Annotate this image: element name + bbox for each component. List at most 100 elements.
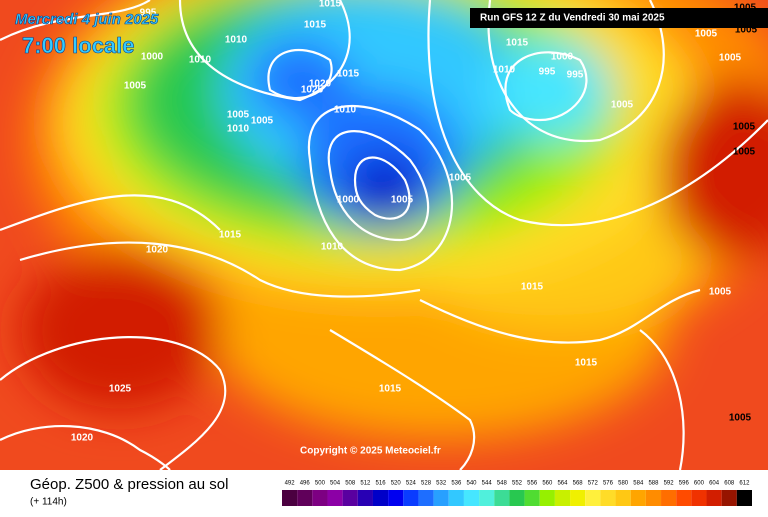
scale-swatch	[661, 490, 677, 506]
isobar-label: 1025	[109, 384, 132, 395]
scale-swatch	[312, 490, 328, 506]
scale-swatch	[479, 490, 495, 506]
isobar-label: 1010	[189, 55, 212, 66]
scale-label: 588	[648, 481, 659, 487]
scale-label: 496	[300, 481, 311, 487]
isobar	[267, 48, 333, 100]
isobar	[504, 51, 588, 122]
scale-swatch	[615, 490, 631, 506]
isobar-label: 1005	[251, 116, 274, 127]
isobar	[327, 130, 430, 242]
scale-label: 568	[573, 481, 584, 487]
isobar	[427, 0, 768, 227]
scale-label: 528	[421, 481, 432, 487]
scale-swatch	[554, 490, 571, 506]
isobar-label: 1015	[337, 69, 360, 80]
footer-title: Géop. Z500 & pression au sol	[30, 476, 228, 493]
scale-swatch	[357, 490, 373, 506]
scale-swatch	[736, 490, 752, 506]
isobar	[487, 0, 665, 143]
forecast-time: 7:00 locale	[22, 33, 135, 58]
scale-swatch	[342, 490, 358, 506]
forecast-date: Mercredi 4 juin 2025	[15, 11, 159, 28]
scale-label: 516	[376, 481, 387, 487]
isobar-label: 1010	[225, 35, 248, 46]
run-box	[470, 8, 768, 28]
isobar-label: 1015	[506, 38, 529, 49]
scale-label: 612	[739, 481, 750, 487]
scale-swatch	[388, 490, 404, 506]
isobar-label: 1015	[379, 384, 402, 395]
isobar-label: 1005	[391, 195, 414, 206]
isobar	[0, 424, 171, 470]
scale-label: 584	[633, 481, 644, 487]
isobar-label: 1005	[449, 173, 472, 184]
scale-label: 532	[436, 481, 447, 487]
scale-label: 544	[482, 481, 493, 487]
scale-label: 560	[542, 481, 553, 487]
isobar-label: 1000	[141, 52, 164, 63]
isobar	[0, 194, 221, 232]
scale-label: 540	[467, 481, 478, 487]
isobar-label: 1005	[733, 147, 756, 158]
isobar-label: 1020	[146, 245, 169, 256]
isobar-label: 1005	[227, 110, 250, 121]
isobar	[0, 0, 151, 41]
isobar-label: 1025	[301, 85, 324, 96]
scale-label: 556	[527, 481, 538, 487]
scale-swatch	[600, 490, 616, 506]
isobar-label: 1020	[309, 79, 332, 90]
isobar-label: 1015	[219, 230, 242, 241]
scale-label: 564	[557, 481, 568, 487]
isobar-label: 995	[140, 8, 157, 19]
scale-label: 500	[315, 481, 326, 487]
scale-label: 552	[512, 481, 523, 487]
scale-swatch	[282, 490, 298, 506]
scale-label: 492	[285, 481, 296, 487]
scale-swatch	[676, 490, 692, 506]
scale-swatch	[372, 490, 389, 506]
isobar-label: 1005	[719, 53, 742, 64]
scale-swatch	[448, 490, 464, 506]
isobar-label: 1010	[493, 65, 516, 76]
isobar-label: 1005	[611, 100, 634, 111]
scale-swatch	[297, 490, 313, 506]
scale-label: 572	[588, 481, 599, 487]
isobar	[178, 0, 351, 102]
scale-label: 536	[451, 481, 462, 487]
scale-swatch	[509, 490, 525, 506]
scale-label: 508	[345, 481, 356, 487]
isobar-label: 1015	[575, 358, 598, 369]
copyright: Copyright © 2025 Meteociel.fr	[300, 446, 441, 457]
scale-swatch	[524, 490, 540, 506]
scale-label: 604	[709, 481, 720, 487]
scale-label: 504	[330, 481, 341, 487]
scale-label: 512	[360, 481, 371, 487]
scale-swatch	[585, 490, 601, 506]
isobar-label: 1005	[733, 122, 756, 133]
isobar-label: 1015	[304, 20, 327, 31]
run-info: Run GFS 12 Z du Vendredi 30 mai 2025	[480, 13, 665, 24]
isobar	[353, 156, 411, 220]
footer-lead: (+ 114h)	[30, 497, 67, 508]
isobar	[639, 329, 685, 470]
scale-label: 596	[679, 481, 690, 487]
scale-label: 524	[406, 481, 417, 487]
scale-swatch	[706, 490, 722, 506]
isobar-label: 1015	[521, 282, 544, 293]
scale-label: 592	[664, 481, 675, 487]
isobar	[419, 288, 701, 344]
isobar-label: 1005	[695, 29, 718, 40]
color-scale: 492 496 500 504 508 512 516 520 524 528 532 536 540 5…	[282, 481, 752, 506]
scale-swatch	[691, 490, 707, 506]
isobar-label: 995	[539, 67, 556, 78]
isobar-label: 1020	[71, 433, 94, 444]
scale-label: 576	[603, 481, 614, 487]
scale-label: 580	[618, 481, 629, 487]
scale-swatch	[494, 490, 510, 506]
isobar	[0, 336, 227, 470]
isobar-label: 1005	[729, 413, 752, 424]
